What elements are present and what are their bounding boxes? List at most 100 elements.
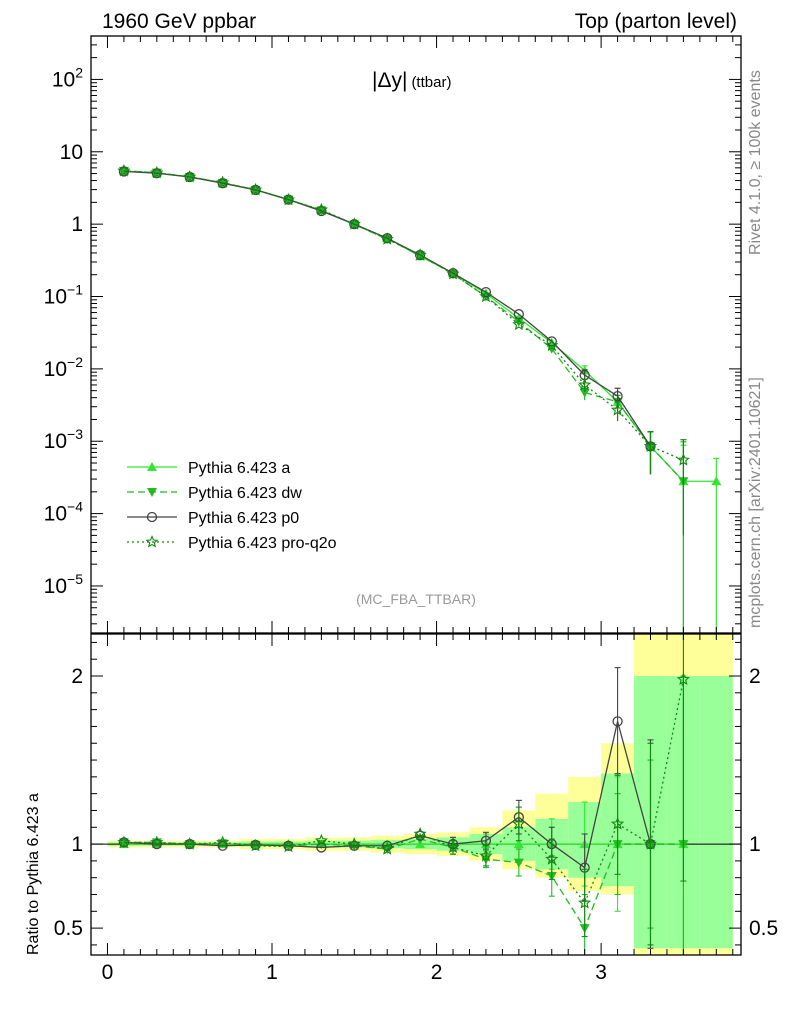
marker-star	[117, 163, 131, 177]
legend-label: Pythia 6.423 pro-q2o	[188, 535, 337, 552]
y-tick-base: 10	[44, 575, 67, 598]
x-tick-label: 3	[595, 961, 607, 984]
ratio-line	[123, 838, 684, 930]
y-tick-label: 10−2	[44, 354, 84, 381]
y-tick-exponent: −2	[67, 354, 83, 370]
plot-title-sub: (ttbar)	[411, 74, 451, 91]
y-tick-exponent: 2	[75, 64, 83, 80]
marker-star	[413, 248, 427, 261]
y-tick-base: 10	[52, 68, 75, 91]
marker-star	[676, 453, 691, 466]
plot-title: |Δy| (ttbar)	[372, 69, 451, 92]
marker-star	[281, 192, 296, 206]
series-3-main	[117, 163, 691, 536]
series-line	[123, 170, 717, 482]
ratio-panel: 0.5 0.5 1 1 2 2 0 1 2 3	[54, 633, 778, 984]
y-tick-label: 10−1	[44, 282, 84, 309]
marker-circle	[151, 838, 162, 850]
x-tick-label: 1	[266, 961, 278, 984]
marker-triangle-down	[147, 488, 157, 497]
marker-circle	[480, 286, 492, 298]
marker-star	[578, 895, 592, 909]
y-tick-exponent: −5	[67, 571, 83, 587]
y-tick-label: 10−4	[44, 499, 84, 526]
marker-star	[610, 403, 625, 416]
marker-triangle-down	[579, 388, 590, 398]
ratio-band-green	[699, 676, 733, 949]
marker-star	[512, 816, 526, 830]
marker-star	[545, 338, 559, 352]
marker-star	[479, 289, 493, 303]
mcplots-site-label: mcplots.cern.ch [arXiv:2401.10621]	[747, 377, 764, 628]
marker-star	[314, 202, 328, 216]
marker-star	[643, 439, 658, 452]
marker-star	[145, 535, 159, 548]
series-1-main	[118, 166, 689, 633]
x-tick-label: 0	[102, 961, 114, 984]
x-tick-label: 2	[431, 961, 443, 984]
ratio-frame	[90, 633, 742, 956]
marker-star	[248, 838, 263, 852]
marker-circle	[316, 205, 327, 217]
marker-star	[183, 837, 197, 850]
series-line	[123, 170, 652, 447]
y-tick-exponent: −4	[67, 499, 83, 515]
y-tick-base: 1	[71, 213, 83, 236]
marker-star	[150, 835, 164, 849]
marker-star	[578, 378, 592, 391]
legend-entry: Pythia 6.423 dw	[127, 485, 302, 502]
marker-triangle-up	[147, 462, 157, 471]
y-tick-label: 10	[60, 141, 83, 164]
marker-star	[610, 816, 625, 830]
ratio-series-group	[117, 634, 691, 955]
marker-star	[479, 848, 493, 862]
marker-circle	[118, 166, 130, 177]
marker-circle	[217, 178, 228, 189]
ratio-y-tick-label: 0.5	[54, 917, 83, 940]
marker-star	[512, 317, 526, 331]
marker-star	[117, 835, 131, 849]
ratio-y-tick-label: 2	[71, 665, 83, 688]
ratio-y-tick-label: 1	[71, 833, 83, 856]
analysis-label: (MC_FBA_TTBAR)	[356, 591, 476, 607]
marker-triangle-down	[513, 858, 524, 868]
marker-star	[248, 182, 263, 196]
series-0-main	[118, 166, 722, 633]
y-tick-label: 102	[52, 64, 83, 91]
y-tick-base: 10	[44, 358, 67, 381]
marker-star	[446, 840, 460, 854]
ratio-ylabel: Ratio to Pythia 6.423 a	[25, 793, 42, 955]
header-left-label: 1960 GeV ppbar	[102, 10, 256, 33]
series-3-ratio	[117, 634, 691, 946]
legend-entry: Pythia 6.423 pro-q2o	[127, 535, 337, 552]
rivet-version-label: Rivet 4.1.0, ≥ 100k events	[747, 70, 764, 255]
marker-star	[380, 232, 394, 245]
ratio-y-tick-label-right: 0.5	[749, 917, 778, 940]
marker-circle	[612, 390, 623, 402]
ratio-y-tick-label-right: 1	[749, 833, 761, 856]
series-2-main	[118, 166, 656, 475]
marker-circle	[217, 840, 228, 851]
marker-triangle-down	[513, 317, 524, 327]
marker-circle	[146, 511, 158, 523]
marker-star	[545, 852, 559, 865]
ratio-y-tick-label-right: 2	[749, 665, 761, 688]
y-tick-label: 10−5	[44, 571, 84, 598]
series-line	[123, 170, 684, 482]
marker-star	[347, 217, 361, 230]
y-tick-label: 10−3	[44, 426, 84, 453]
marker-triangle-up	[711, 476, 722, 486]
ratio-line	[123, 721, 652, 869]
marker-star	[446, 267, 460, 280]
marker-circle	[612, 716, 623, 727]
legend-label: Pythia 6.423 p0	[188, 510, 299, 527]
legend-entry: Pythia 6.423 a	[127, 460, 290, 477]
marker-circle	[382, 840, 393, 851]
legend-label: Pythia 6.423 a	[188, 460, 290, 477]
series-line	[123, 170, 684, 461]
y-tick-base: 10	[44, 430, 67, 453]
marker-star	[380, 842, 394, 855]
main-series-group	[117, 163, 722, 633]
marker-star	[216, 175, 230, 189]
